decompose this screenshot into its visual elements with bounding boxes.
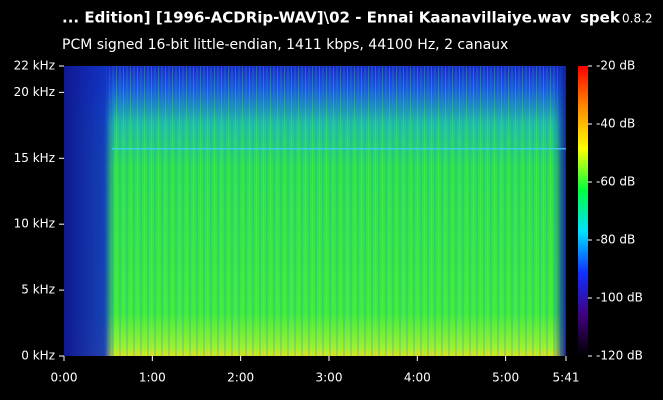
app-name: spek (580, 9, 621, 27)
spectrogram (64, 66, 566, 356)
axes: 0:00 1:00 2:00 3:00 4:00 5:00 5:41 0 kHz 5 kHz 10… (14, 59, 643, 385)
x-tick-label: 0:00 (51, 371, 78, 385)
y-tick-label: 15 kHz (14, 151, 55, 165)
x-tick-label: 4:00 (404, 371, 431, 385)
colorbar-tick-label: -100 dB (596, 291, 643, 305)
x-tick-label: 5:00 (492, 371, 519, 385)
x-tick-label: 1:00 (139, 371, 166, 385)
y-tick-label: 10 kHz (14, 217, 55, 231)
colorbar (578, 66, 588, 356)
file-title: ... Edition] [1996-ACDRip-WAV]\02 - Enna… (62, 9, 571, 27)
colorbar-tick-label: -80 dB (596, 233, 635, 247)
y-tick-label: 20 kHz (14, 85, 55, 99)
x-tick-label: 5:41 (553, 371, 580, 385)
colorbar-tick-label: -60 dB (596, 175, 635, 189)
app-version: 0.8.2 (622, 12, 653, 26)
x-tick-label: 3:00 (316, 371, 343, 385)
y-tick-label: 5 kHz (21, 283, 55, 297)
x-tick-label: 2:00 (227, 371, 254, 385)
y-tick-label: 0 kHz (21, 349, 55, 363)
colorbar-tick-label: -40 dB (596, 117, 635, 131)
y-tick-label: 22 kHz (14, 59, 55, 73)
colorbar-tick-label: -20 dB (596, 59, 635, 73)
colorbar-tick-label: -120 dB (596, 349, 643, 363)
subtitle: PCM signed 16-bit little-endian, 1411 kb… (62, 37, 508, 53)
